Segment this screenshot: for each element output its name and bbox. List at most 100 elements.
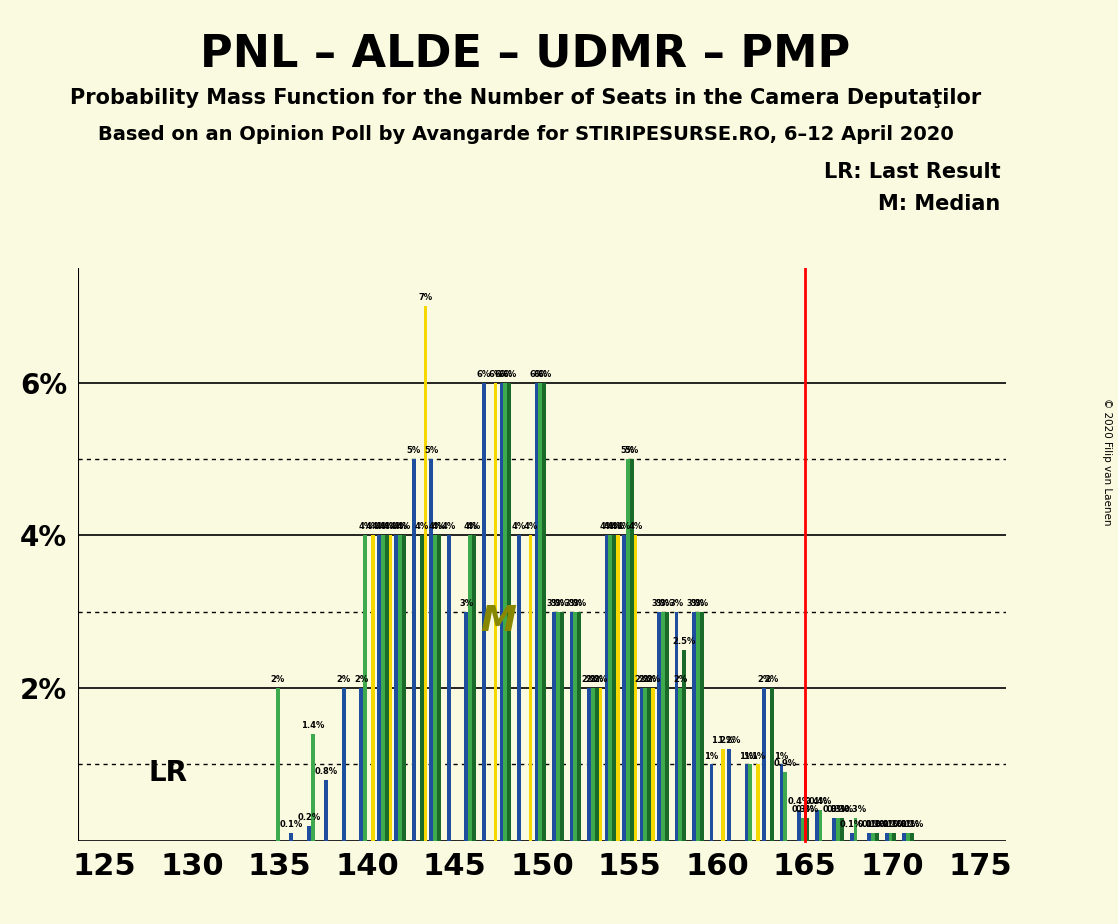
- Text: M: M: [481, 603, 517, 638]
- Bar: [503, 383, 508, 841]
- Text: 1%: 1%: [751, 751, 765, 760]
- Bar: [587, 688, 591, 841]
- Text: 4%: 4%: [607, 522, 622, 531]
- Bar: [889, 833, 892, 841]
- Text: 0.1%: 0.1%: [865, 821, 889, 830]
- Bar: [784, 772, 787, 841]
- Text: 4%: 4%: [372, 522, 386, 531]
- Bar: [762, 688, 766, 841]
- Bar: [385, 535, 389, 841]
- Bar: [342, 688, 345, 841]
- Bar: [651, 688, 655, 841]
- Text: 4%: 4%: [428, 522, 443, 531]
- Text: 3%: 3%: [547, 599, 561, 608]
- Bar: [661, 612, 665, 841]
- Text: Probability Mass Function for the Number of Seats in the Camera Deputaţilor: Probability Mass Function for the Number…: [69, 88, 982, 108]
- Bar: [371, 535, 375, 841]
- Bar: [276, 688, 280, 841]
- Bar: [815, 810, 818, 841]
- Text: 0.1%: 0.1%: [879, 821, 902, 830]
- Text: 3%: 3%: [694, 599, 709, 608]
- Bar: [290, 833, 293, 841]
- Bar: [850, 833, 853, 841]
- Text: 1.2%: 1.2%: [718, 736, 741, 746]
- Bar: [307, 825, 311, 841]
- Bar: [324, 780, 329, 841]
- Text: 4%: 4%: [610, 522, 625, 531]
- Bar: [692, 612, 695, 841]
- Text: 3%: 3%: [572, 599, 586, 608]
- Text: 2%: 2%: [271, 675, 285, 685]
- Bar: [756, 764, 760, 841]
- Bar: [910, 833, 913, 841]
- Bar: [884, 833, 889, 841]
- Text: 0.3%: 0.3%: [823, 805, 845, 814]
- Bar: [840, 818, 844, 841]
- Bar: [363, 535, 367, 841]
- Bar: [429, 459, 434, 841]
- Bar: [529, 535, 532, 841]
- Text: 3%: 3%: [551, 599, 565, 608]
- Bar: [700, 612, 703, 841]
- Bar: [727, 749, 731, 841]
- Text: 4%: 4%: [389, 522, 404, 531]
- Text: 4%: 4%: [463, 522, 477, 531]
- Text: 4%: 4%: [376, 522, 390, 531]
- Bar: [434, 535, 437, 841]
- Text: 6%: 6%: [537, 370, 551, 379]
- Bar: [695, 612, 700, 841]
- Bar: [906, 833, 910, 841]
- Text: 6%: 6%: [494, 370, 509, 379]
- Text: 2%: 2%: [594, 675, 608, 685]
- Text: 0.1%: 0.1%: [883, 821, 906, 830]
- Text: LR: LR: [149, 760, 188, 787]
- Text: 6%: 6%: [476, 370, 491, 379]
- Bar: [402, 535, 406, 841]
- Text: 5%: 5%: [620, 446, 635, 456]
- Bar: [398, 535, 402, 841]
- Text: 0.1%: 0.1%: [840, 821, 863, 830]
- Text: 1.2%: 1.2%: [711, 736, 735, 746]
- Text: 3%: 3%: [670, 599, 683, 608]
- Text: 0.4%: 0.4%: [805, 797, 828, 807]
- Bar: [389, 535, 392, 841]
- Text: 2%: 2%: [586, 675, 600, 685]
- Text: 4%: 4%: [628, 522, 643, 531]
- Text: 2%: 2%: [757, 675, 771, 685]
- Text: 2%: 2%: [581, 675, 596, 685]
- Bar: [464, 612, 468, 841]
- Bar: [482, 383, 486, 841]
- Bar: [797, 810, 800, 841]
- Text: LR: Last Result: LR: Last Result: [824, 162, 1001, 182]
- Text: 7%: 7%: [418, 293, 433, 302]
- Bar: [622, 535, 626, 841]
- Bar: [674, 612, 679, 841]
- Bar: [853, 818, 858, 841]
- Text: 4%: 4%: [523, 522, 538, 531]
- Text: 4%: 4%: [442, 522, 456, 531]
- Text: 4%: 4%: [512, 522, 527, 531]
- Text: 6%: 6%: [533, 370, 548, 379]
- Bar: [647, 688, 651, 841]
- Bar: [868, 833, 871, 841]
- Bar: [419, 535, 424, 841]
- Bar: [644, 688, 647, 841]
- Bar: [377, 535, 381, 841]
- Bar: [836, 818, 840, 841]
- Bar: [437, 535, 440, 841]
- Text: 0.1%: 0.1%: [861, 821, 884, 830]
- Text: 5%: 5%: [625, 446, 638, 456]
- Text: 2%: 2%: [589, 675, 604, 685]
- Text: 0.8%: 0.8%: [315, 767, 338, 776]
- Text: 2%: 2%: [646, 675, 661, 685]
- Text: 1%: 1%: [743, 751, 758, 760]
- Bar: [682, 650, 686, 841]
- Text: 0.3%: 0.3%: [792, 805, 815, 814]
- Text: 4%: 4%: [358, 522, 372, 531]
- Text: 0.3%: 0.3%: [831, 805, 853, 814]
- Bar: [560, 612, 563, 841]
- Text: 2%: 2%: [642, 675, 656, 685]
- Bar: [598, 688, 603, 841]
- Bar: [818, 810, 823, 841]
- Text: 6%: 6%: [529, 370, 543, 379]
